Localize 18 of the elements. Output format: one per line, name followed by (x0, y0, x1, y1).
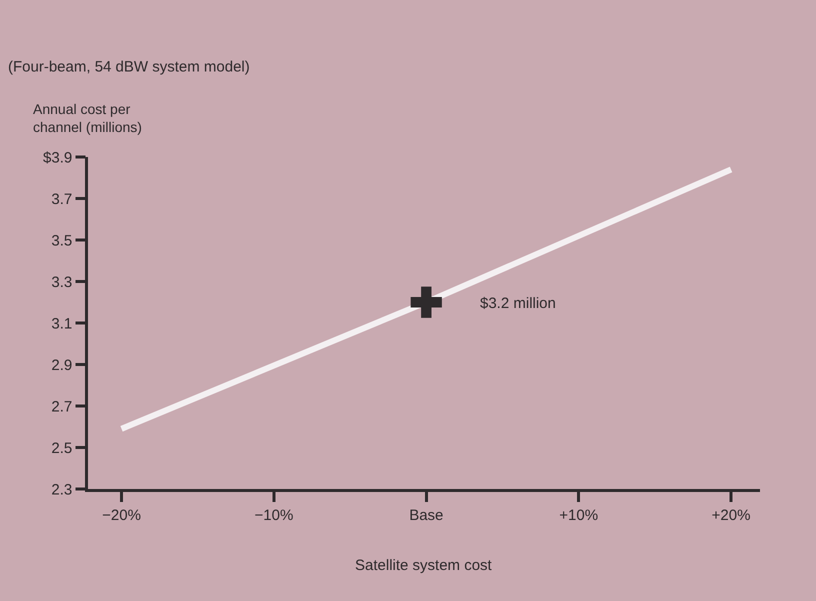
y-tick-label: 3.1 (51, 315, 72, 332)
annotation: $3.2 million (480, 295, 556, 312)
y-tick-label: 3.7 (51, 190, 72, 208)
x-tick-label: +10% (559, 506, 598, 524)
y-tick-label: $3.9 (43, 149, 72, 166)
y-tick-label: 3.5 (51, 232, 72, 250)
x-tick-label: −10% (254, 506, 294, 524)
y-tick-label: 2.5 (51, 440, 72, 457)
y-axis-title: Annual cost per channel (millions) (33, 101, 142, 136)
chart-title: (Four-beam, 54 dBW system model) (8, 58, 250, 76)
y-tick-label: 2.7 (51, 398, 72, 416)
y-tick-label: 2.9 (51, 356, 72, 374)
x-axis-title: Satellite system cost (355, 557, 493, 574)
y-tick-label: 3.3 (51, 274, 72, 291)
x-tick-label: −20% (102, 506, 141, 524)
x-tick-label: +20% (712, 506, 750, 524)
y-tick-label: 2.3 (51, 481, 72, 498)
x-tick-label: Base (409, 506, 444, 524)
